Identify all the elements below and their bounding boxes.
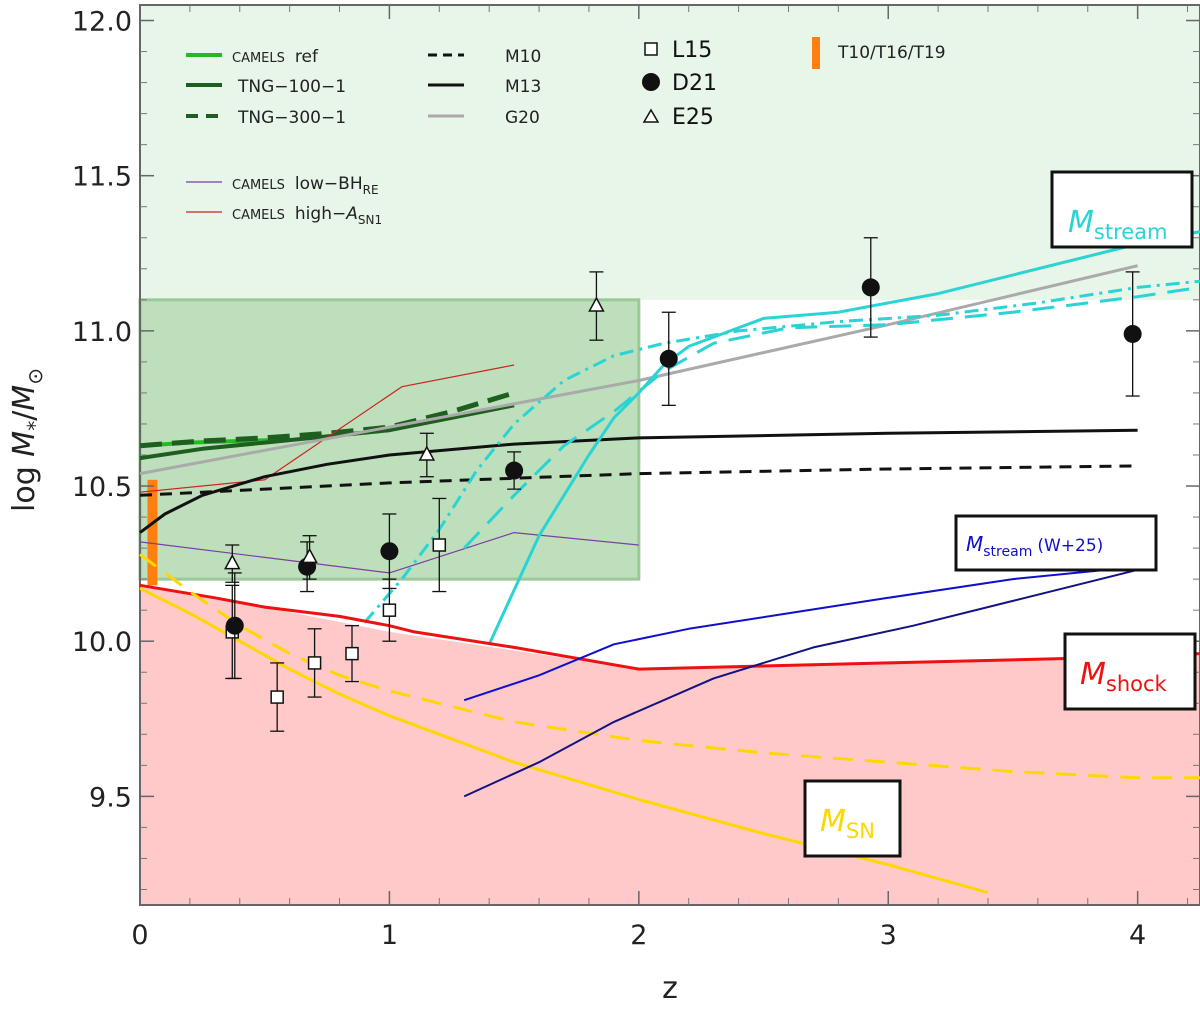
svg-text:Mshock: Mshock [1080, 657, 1168, 696]
series-m-shock [139, 583, 1200, 671]
series-m10 [139, 464, 1138, 497]
svg-text:L15: L15 [672, 38, 712, 63]
x-tick-label: 4 [1129, 920, 1146, 951]
legend-high-a: CAMELS high−ASN1 [186, 204, 382, 227]
series-g20 [139, 264, 1138, 476]
point-e25 [301, 535, 318, 580]
y-tick-label: 9.5 [89, 782, 132, 813]
legend-d21: D21 [642, 71, 717, 96]
point-d21 [380, 513, 399, 590]
marker-circle [1123, 324, 1142, 343]
legend-e25: E25 [642, 105, 714, 130]
marker-circle [505, 461, 524, 480]
point-e25 [418, 432, 436, 478]
background-regions [138, 5, 1200, 905]
x-tick-label: 3 [880, 920, 897, 951]
m-shock-label-box: Mshock [1063, 632, 1197, 711]
legend-camels-ref: CAMELS ref [186, 47, 319, 67]
x-tick-label: 0 [131, 920, 148, 951]
y-tick-label: 12.0 [72, 7, 132, 38]
legend-m10: M10 [428, 47, 541, 67]
point-d21 [505, 451, 524, 490]
point-l15 [345, 625, 359, 683]
legend-l15: L15 [644, 38, 712, 63]
x-tick-label: 2 [630, 920, 647, 951]
svg-text:Mstream: Mstream [1068, 205, 1167, 244]
marker-circle [225, 616, 244, 635]
point-l15 [307, 628, 322, 698]
stream-region [140, 5, 1200, 300]
series-high-a [139, 364, 515, 493]
y-tick-label: 10.5 [72, 472, 132, 503]
series-layer [139, 230, 1200, 895]
marker-circle [659, 349, 678, 368]
marker-square [270, 690, 284, 704]
series-m-stream-dashed [463, 285, 1200, 550]
svg-text:TNG−100−1: TNG−100−1 [237, 77, 346, 97]
sn-region [140, 585, 1200, 905]
point-d21 [861, 237, 880, 338]
point-d21 [225, 572, 244, 680]
x-tick-label: 1 [381, 920, 398, 951]
legend-tng300: TNG−300−1 [186, 108, 346, 128]
marker-circle [380, 542, 399, 561]
svg-text:TNG−300−1: TNG−300−1 [237, 108, 346, 128]
svg-text:E25: E25 [672, 105, 714, 130]
marker-square [345, 646, 359, 661]
series-m-stream-solid [487, 230, 1200, 645]
orange-bar-t10 [147, 479, 158, 586]
legend-m13: M13 [428, 77, 541, 97]
point-l15 [270, 662, 285, 732]
y-tick-label: 10.0 [72, 627, 132, 658]
point-l15 [432, 497, 447, 593]
m-sn-label-box: MSN [803, 779, 902, 858]
y-tick-label: 11.0 [72, 317, 132, 348]
marker-triangle [418, 445, 436, 461]
series-m13 [139, 428, 1138, 534]
points-layer [224, 237, 1142, 732]
svg-text:M13: M13 [505, 77, 541, 97]
marker-triangle [588, 296, 605, 312]
legend-t10: T10/T16/T19 [812, 37, 946, 69]
series-m-stream-w-25-upper [463, 565, 1138, 702]
point-d21 [1123, 271, 1142, 397]
svg-text:T10/T16/T19: T10/T16/T19 [837, 43, 946, 63]
marker-triangle [301, 547, 318, 564]
point-d21 [659, 311, 678, 406]
legend-low-bh: CAMELS low−BHRE [186, 174, 379, 197]
marker-circle [861, 278, 880, 297]
svg-text:G20: G20 [505, 108, 540, 128]
x-axis-label: z [662, 971, 678, 1006]
series-tng-100-1 [139, 403, 515, 461]
svg-text:D21: D21 [672, 71, 717, 96]
legend-g20: G20 [428, 108, 540, 128]
legend: CAMELS ref TNG−100−1 TNG−300−1 CAMELS low−… [186, 37, 946, 227]
ticks-layer: 0 1 2 3 4 9.5 10.0 10.5 11.0 11.5 12.0 [72, 5, 1200, 951]
point-l15 [382, 578, 397, 642]
point-e25 [588, 271, 605, 341]
svg-text:Mstream(W+25): Mstream (W+25) [966, 532, 1103, 560]
marker-square [432, 538, 447, 552]
m-stream-w25-label-box: Mstream (W+25) [954, 514, 1158, 572]
series-m-stream-w-25-lower [463, 565, 1151, 798]
y-axis-label: log M*/M⊙ [7, 368, 47, 512]
point-e25 [224, 544, 241, 583]
m-stream-label-box: Mstream [1050, 170, 1194, 249]
marker-triangle [224, 554, 241, 570]
marker-square [307, 656, 322, 670]
svg-text:M10: M10 [505, 47, 541, 67]
y-tick-label: 11.5 [72, 162, 132, 193]
svg-text:MSN: MSN [820, 804, 875, 843]
legend-tng100: TNG−100−1 [186, 77, 346, 97]
marker-square [382, 603, 397, 617]
